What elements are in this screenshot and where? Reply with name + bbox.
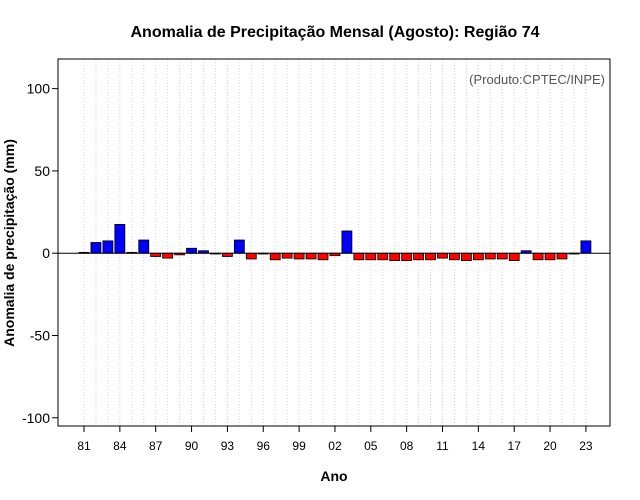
annotation-text: (Produto:CPTEC/INPE) bbox=[469, 72, 605, 87]
x-tick-label: 05 bbox=[364, 439, 378, 453]
x-tick-label: 14 bbox=[472, 439, 486, 453]
bar-2008 bbox=[401, 252, 413, 262]
y-tick-label: 100 bbox=[27, 81, 51, 97]
bar-2021 bbox=[556, 252, 568, 260]
bar-2016 bbox=[496, 252, 508, 260]
chart-title: Anomalia de Precipitação Mensal (Agosto)… bbox=[131, 24, 540, 41]
y-tick-label: 50 bbox=[34, 163, 50, 179]
bars bbox=[78, 223, 592, 262]
bar-2005 bbox=[365, 252, 377, 261]
bar-2000 bbox=[305, 252, 317, 260]
x-tick-label: 17 bbox=[508, 439, 522, 453]
plot-frame bbox=[57, 58, 611, 427]
y-tick-label: 0 bbox=[42, 245, 50, 261]
bar-2004 bbox=[353, 252, 365, 261]
bar-2012 bbox=[449, 252, 460, 261]
bar-1982 bbox=[90, 242, 102, 254]
x-tick-label: 20 bbox=[543, 439, 557, 453]
bar-1986 bbox=[138, 239, 150, 254]
x-tick-label: 99 bbox=[292, 439, 306, 453]
bar-2023 bbox=[580, 240, 592, 254]
y-tick-label: -50 bbox=[30, 327, 50, 343]
x-axis: 81 84 87 90 93 96 99 02 05 08 11 14 17 20 23 bbox=[77, 426, 593, 453]
x-tick-label: 81 bbox=[77, 439, 91, 453]
bar-2011 bbox=[437, 252, 448, 259]
bar-2019 bbox=[532, 252, 544, 261]
x-tick-label: 11 bbox=[436, 439, 449, 453]
bar-2013 bbox=[460, 252, 472, 262]
y-tick-label: -100 bbox=[22, 410, 50, 426]
bar-1984 bbox=[114, 223, 126, 254]
bar-1997 bbox=[269, 252, 281, 261]
bar-2010 bbox=[425, 252, 436, 261]
bar-1995 bbox=[245, 252, 257, 260]
bar-2006 bbox=[377, 252, 389, 261]
bar-1983 bbox=[102, 240, 114, 254]
bar-2001 bbox=[317, 252, 329, 261]
y-axis: -100 -50 0 50 100 bbox=[22, 81, 58, 426]
bar-2014 bbox=[472, 252, 484, 261]
bar-1990 bbox=[186, 247, 197, 254]
bar-1999 bbox=[293, 252, 305, 260]
bar-2007 bbox=[389, 252, 401, 262]
bar-2009 bbox=[413, 252, 425, 261]
bar-2015 bbox=[484, 252, 496, 260]
bar-1998 bbox=[281, 252, 293, 259]
bar-2020 bbox=[544, 252, 556, 261]
x-tick-label: 84 bbox=[113, 439, 127, 453]
x-tick-label: 96 bbox=[257, 439, 271, 453]
grid-lines bbox=[83, 59, 587, 426]
bar-2003 bbox=[341, 230, 353, 254]
bar-2017 bbox=[508, 252, 520, 262]
bar-1994 bbox=[233, 239, 245, 254]
x-axis-title: Ano bbox=[320, 468, 347, 484]
x-tick-label: 02 bbox=[328, 439, 342, 453]
x-tick-label: 08 bbox=[400, 439, 414, 453]
bar-1988 bbox=[162, 252, 174, 259]
y-axis-title: Anomalia de precipitação (mm) bbox=[1, 139, 17, 347]
x-tick-label: 90 bbox=[185, 439, 199, 453]
x-tick-label: 93 bbox=[221, 439, 235, 453]
x-tick-label: 87 bbox=[149, 439, 163, 453]
x-tick-label: 23 bbox=[579, 439, 593, 453]
